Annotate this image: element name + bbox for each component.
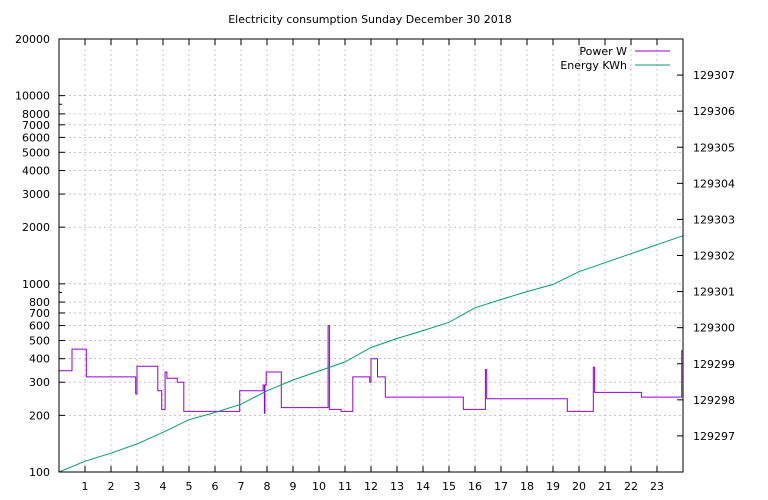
y-tick-label: 100 bbox=[29, 466, 50, 479]
x-tick-label: 11 bbox=[338, 480, 352, 493]
y-tick-label: 700 bbox=[29, 307, 50, 320]
y-tick-label: 10000 bbox=[15, 90, 50, 103]
y2-tick-label: 129301 bbox=[693, 286, 735, 299]
y-tick-label: 6000 bbox=[22, 131, 50, 144]
y-tick-label: 200 bbox=[29, 409, 50, 422]
y-tick-label: 1000 bbox=[22, 278, 50, 291]
y-tick-label: 500 bbox=[29, 334, 50, 347]
y-tick-label: 300 bbox=[29, 376, 50, 389]
x-tick-label: 8 bbox=[264, 480, 271, 493]
x-tick-label: 7 bbox=[238, 480, 245, 493]
x-tick-label: 9 bbox=[290, 480, 297, 493]
y-tick-label: 3000 bbox=[22, 188, 50, 201]
y2-tick-label: 129302 bbox=[693, 250, 735, 263]
x-tick-label: 13 bbox=[390, 480, 404, 493]
power-w-line bbox=[59, 325, 683, 414]
y2-tick-label: 129300 bbox=[693, 322, 735, 335]
y-tick-label: 8000 bbox=[22, 108, 50, 121]
axis-ticks: 1 2 3 4 5 6 7 8 9 10 11 12 13 14 15 16 17 18 19 20 21 22 23100… bbox=[15, 33, 735, 493]
x-tick-label: 23 bbox=[650, 480, 664, 493]
x-tick-label: 16 bbox=[468, 480, 482, 493]
y2-tick-label: 129303 bbox=[693, 213, 735, 226]
x-tick-label: 17 bbox=[494, 480, 508, 493]
x-tick-label: 2 bbox=[108, 480, 115, 493]
y-tick-label: 4000 bbox=[22, 165, 50, 178]
x-tick-label: 15 bbox=[442, 480, 456, 493]
y2-tick-label: 129298 bbox=[693, 394, 735, 407]
y-tick-label: 400 bbox=[29, 353, 50, 366]
x-tick-label: 6 bbox=[212, 480, 219, 493]
y2-tick-label: 129306 bbox=[693, 105, 735, 118]
y-tick-label: 600 bbox=[29, 320, 50, 333]
x-tick-label: 3 bbox=[134, 480, 141, 493]
y2-tick-label: 129299 bbox=[693, 358, 735, 371]
x-tick-label: 20 bbox=[572, 480, 586, 493]
y2-tick-label: 129305 bbox=[693, 141, 735, 154]
x-tick-label: 14 bbox=[416, 480, 430, 493]
y2-tick-label: 129304 bbox=[693, 177, 735, 190]
x-tick-label: 1 bbox=[82, 480, 89, 493]
x-tick-label: 18 bbox=[520, 480, 534, 493]
x-tick-label: 5 bbox=[186, 480, 193, 493]
energy-kwh-line bbox=[58, 235, 684, 473]
x-tick-label: 19 bbox=[546, 480, 560, 493]
x-tick-label: 12 bbox=[364, 480, 378, 493]
y-tick-label: 5000 bbox=[22, 146, 50, 159]
x-tick-label: 21 bbox=[598, 480, 612, 493]
y-tick-label: 800 bbox=[29, 296, 50, 309]
x-tick-label: 22 bbox=[624, 480, 638, 493]
grid bbox=[59, 39, 683, 472]
y2-tick-label: 129307 bbox=[693, 69, 735, 82]
series-layer bbox=[58, 235, 684, 473]
x-tick-label: 10 bbox=[312, 480, 326, 493]
y-tick-label: 2000 bbox=[22, 221, 50, 234]
y-tick-label: 7000 bbox=[22, 119, 50, 132]
plot-frame bbox=[58, 38, 684, 473]
legend-label: Power W bbox=[579, 45, 627, 58]
y2-tick-label: 129297 bbox=[693, 430, 735, 443]
legend-label: Energy KWh bbox=[560, 59, 627, 72]
x-tick-label: 4 bbox=[160, 480, 167, 493]
chart-title: Electricity consumption Sunday December … bbox=[228, 13, 512, 26]
y-tick-label: 20000 bbox=[15, 33, 50, 46]
